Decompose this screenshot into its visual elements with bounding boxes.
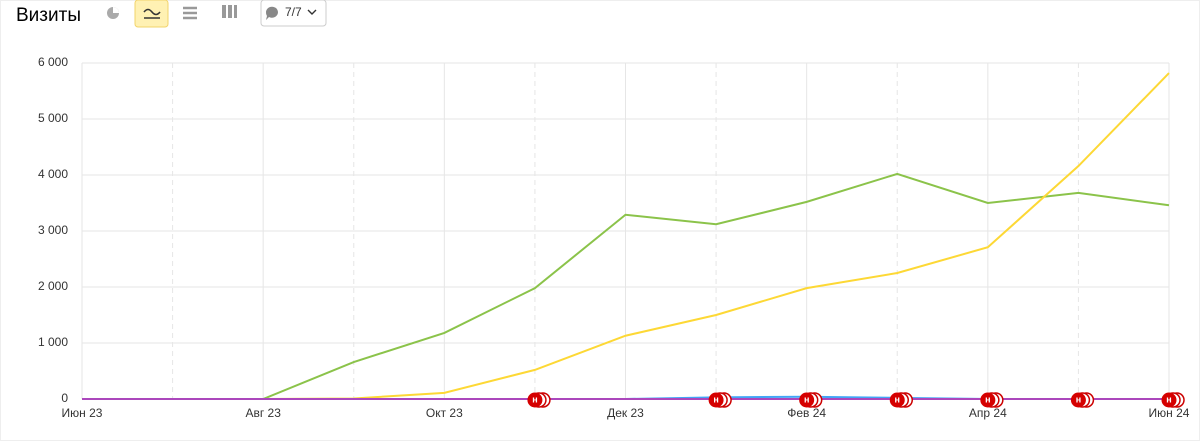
series-filter-button[interactable]: 7/7 [260,0,327,27]
annotation-marker[interactable]: н [527,392,551,408]
chart: 0 1 000 2 000 3 000 4 000 5 000 6 000 Июн 23 Авг… [38,55,1190,420]
y-tick-label: 5 000 [38,111,68,125]
annotation-label: н [532,394,537,404]
y-tick-label: 4 000 [38,167,68,181]
annotation-dot [889,392,905,408]
annotation-label: н [985,394,990,404]
y-tick-label: 0 [61,391,68,405]
annotation-dot [708,392,724,408]
annotation-marker[interactable]: н [1161,392,1185,408]
annotation-label: н [1076,394,1081,404]
annotation-label: н [713,394,718,404]
annotation-marker[interactable]: н [889,392,913,408]
x-tick-label: Окт 23 [426,406,463,420]
annotation-dot [980,392,996,408]
y-tick-label: 2 000 [38,279,68,293]
annotation-dot [799,392,815,408]
y-tick-label: 6 000 [38,55,68,69]
annotation-marker[interactable]: н [708,392,732,408]
annotation-marker[interactable]: н [1070,392,1095,408]
annotation-marker[interactable]: н [980,392,1004,408]
annotation-label: н [1166,394,1171,404]
chart-type-pie[interactable] [107,7,119,19]
y-tick-label: 3 000 [38,223,68,237]
title: Визиты [16,5,81,26]
annotation-label: н [804,394,809,404]
x-tick-label: Фев 24 [787,406,826,420]
x-tick-label: Июн 23 [62,406,103,420]
y-tick-label: 1 000 [38,335,68,349]
annotation-dot [1070,392,1086,408]
annotation-marker[interactable]: н [799,392,823,408]
chart-type-area[interactable] [183,6,197,20]
annotation-dot [1161,392,1177,408]
x-tick-label: Авг 23 [245,406,281,420]
series-filter-label: 7/7 [285,5,302,19]
chart-type-line[interactable] [134,0,169,28]
x-tick-label: Дек 23 [607,406,644,420]
annotation-dot [527,392,543,408]
x-tick-label: Июн 24 [1149,406,1190,420]
x-tick-label: Апр 24 [969,406,1007,420]
chart-type-bar[interactable] [222,5,237,18]
annotation-label: н [895,394,900,404]
